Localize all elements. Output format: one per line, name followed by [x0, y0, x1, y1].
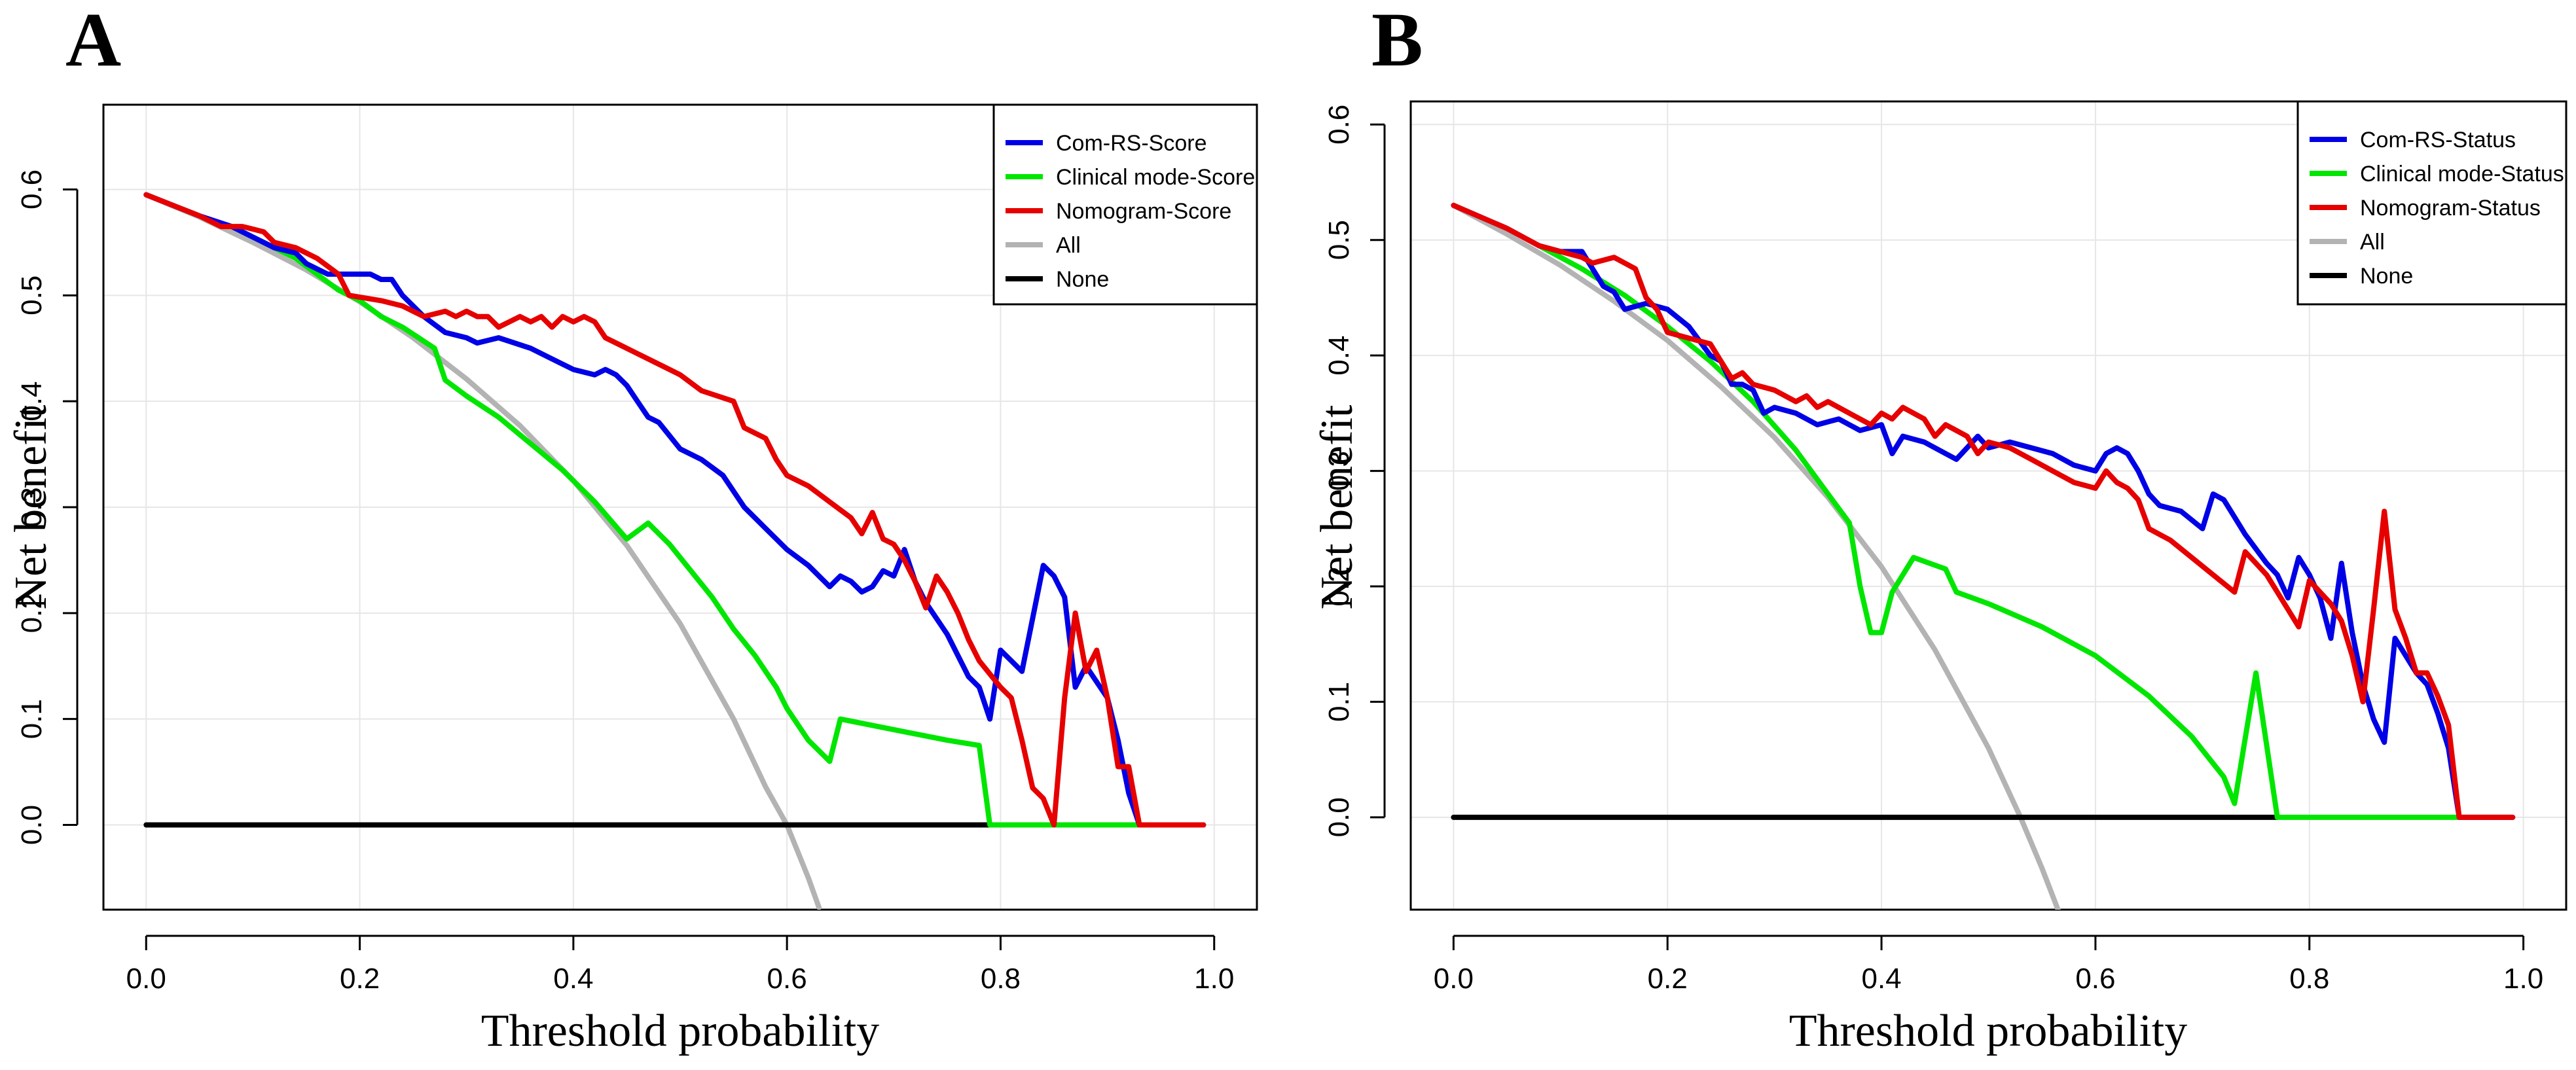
panel-a-series-com-rs-score: [143, 192, 1206, 828]
panel-b-legend-label-none: None: [2360, 264, 2413, 289]
panel-b-legend: Com-RS-Status Clinical mode-Status Nomogra…: [2296, 100, 2567, 306]
panel-b-y-tick-label: 0.5: [1323, 220, 1355, 260]
panel-a-legend-label-nomogram-score: Nomogram-Score: [1056, 199, 1231, 224]
panel-a-y-tick-label: 0.1: [16, 699, 48, 739]
panel-a-y-tick-label: 0.0: [16, 805, 48, 845]
panel-a-y-axis-label: Net benefit: [6, 404, 56, 609]
panel-a-y-tick-label: 0.5: [16, 276, 48, 315]
panel-b-y-tick-label: 0.4: [1323, 336, 1355, 376]
panel-a-x-tick-label: 0.0: [126, 963, 166, 995]
panel-b-y-tick-label: 0.0: [1323, 797, 1355, 837]
panel-a-y-tick-label: 0.2: [16, 593, 48, 633]
panel-a-y-tick-label: 0.6: [16, 169, 48, 209]
panel-a-series-nomogram-score: [143, 192, 1206, 828]
panel-b-axes: 0.0 0.2 0.4 0.6 0.8 1.0 0.0 0.1 0.2 0.3 0.4 0.5 0.6: [1323, 105, 2543, 995]
panel-b-x-tick-label: 0.8: [2289, 963, 2329, 995]
panel-b-y-tick-label: 0.2: [1323, 566, 1355, 606]
panel-b-legend-label-clinical-mode-status: Clinical mode-Status: [2360, 162, 2564, 187]
panel-b-y-tick-label: 0.1: [1323, 682, 1355, 722]
panel-b-y-tick-label: 0.3: [1323, 451, 1355, 491]
panel-b-x-tick-label: 0.0: [1434, 963, 1474, 995]
panel-b-series-all: [1451, 202, 2061, 910]
panel-a-legend-label-clinical-mode-score: Clinical mode-Score: [1056, 165, 1255, 190]
panel-a-x-axis-label: Threshold probability: [481, 1006, 880, 1056]
panel-b-x-tick-label: 0.4: [1861, 963, 1901, 995]
panel-b-series-clinical-mode-status: [1536, 243, 2462, 820]
panel-a-label: A: [65, 0, 121, 82]
panel-b-series: [1451, 202, 2516, 910]
panel-a-x-tick-label: 0.2: [340, 963, 380, 995]
panel-a-x-tick-label: 1.0: [1194, 963, 1234, 995]
panel-b-x-tick-label: 0.6: [2075, 963, 2115, 995]
panel-a-series: [143, 192, 1206, 910]
panel-a-y-tick-label: 0.3: [16, 487, 48, 527]
panel-a-x-tick-label: 0.4: [553, 963, 593, 995]
panel-b-series-com-rs-status: [1451, 202, 2516, 820]
panel-a-legend-label-none: None: [1056, 267, 1109, 292]
panel-a-y-tick-label: 0.4: [16, 382, 48, 421]
panel-a-x-tick-label: 0.6: [767, 963, 807, 995]
panel-b-x-tick-label: 0.2: [1648, 963, 1688, 995]
panel-b-x-tick-label: 1.0: [2503, 963, 2543, 995]
panel-b-y-axis-label: Net benefit: [1312, 404, 1362, 609]
panel-a-grid: [103, 105, 1257, 910]
panel-a-axes: 0.0 0.2 0.4 0.6 0.8 1.0 0.0 0.1 0.2 0.3 0.4 0.5 0.6: [16, 169, 1234, 995]
panel-b-x-axis-label: Threshold probability: [1789, 1006, 2188, 1056]
panel-b-series-nomogram-status: [1451, 202, 2516, 820]
panel-a-plot-frame: [102, 103, 1258, 911]
panel-a-series-all: [143, 192, 822, 910]
panel-a-legend-label-com-rs-score: Com-RS-Score: [1056, 131, 1206, 156]
panel-b-legend-label-all: All: [2360, 230, 2385, 255]
panel-a: A 0.0 0.2 0.4 0.6 0.8 1.00.00.10.20.30.40.50.…: [6, 0, 1258, 1056]
panel-a-legend: Com-RS-Score Clinical mode-Score Nomogram-…: [992, 103, 1258, 306]
panel-b-plot-frame: [1409, 100, 2567, 911]
panel-b: B 0.0 0.2 0.4 0.6 0.8 1.00.00.10.20.30.40.50.…: [1312, 0, 2567, 1056]
panel-b-y-tick-label: 0.6: [1323, 105, 1355, 145]
panel-b-label: B: [1371, 0, 1423, 82]
panel-b-legend-label-nomogram-status: Nomogram-Status: [2360, 196, 2541, 221]
panel-b-legend-label-com-rs-status: Com-RS-Status: [2360, 128, 2516, 152]
panel-a-legend-label-all: All: [1056, 233, 1081, 258]
panel-b-legend-box: [2296, 100, 2567, 306]
panel-a-x-tick-label: 0.8: [981, 963, 1021, 995]
panel-a-legend-box: [992, 103, 1258, 306]
